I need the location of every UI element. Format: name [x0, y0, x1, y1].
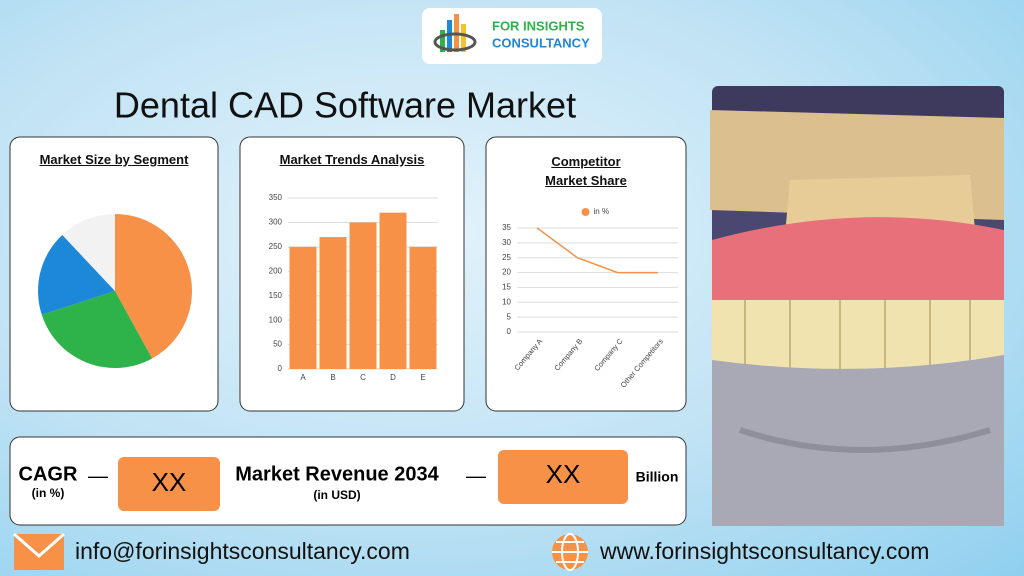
- y-tick-label: 25: [502, 253, 511, 262]
- legend-marker: [581, 208, 590, 216]
- cagr-value: XX: [152, 467, 187, 497]
- pie-slice: [38, 234, 115, 315]
- cagr-label: CAGR: [19, 463, 78, 485]
- y-tick-label: 5: [507, 312, 512, 321]
- y-tick-label: 350: [269, 193, 283, 202]
- x-tick-label: A: [300, 373, 306, 382]
- y-tick-label: 15: [502, 283, 511, 292]
- y-tick-label: 20: [502, 268, 511, 277]
- cagr-unit: (in %): [32, 486, 65, 500]
- y-tick-label: 35: [502, 223, 511, 232]
- y-tick-label: 0: [278, 364, 283, 373]
- y-tick-label: 250: [269, 242, 283, 251]
- panel: [485, 136, 687, 412]
- value-box: [498, 450, 628, 504]
- globe-icon: [552, 533, 588, 571]
- x-tick-label: E: [420, 373, 425, 382]
- revenue-label: Market Revenue 2034: [235, 463, 439, 485]
- dental-image: [710, 86, 1004, 526]
- revenue-suffix: Billion: [636, 469, 679, 485]
- chart-title: Market Trends Analysis: [279, 152, 425, 167]
- bar: [319, 237, 347, 369]
- bar: [349, 222, 377, 369]
- chart-title: Competitor Market Share: [545, 154, 627, 188]
- y-tick-label: 200: [269, 266, 283, 275]
- logo-text: FOR INSIGHTS: [492, 18, 585, 33]
- bar: [379, 212, 407, 369]
- y-tick-label: 50: [273, 340, 282, 349]
- bar: [409, 246, 437, 369]
- y-tick-label: 150: [269, 291, 283, 300]
- chart-title: Market Size by Segment: [39, 152, 189, 167]
- y-tick-label: 10: [502, 297, 511, 306]
- revenue-value: XX: [546, 459, 581, 489]
- legend-label: in %: [594, 207, 610, 216]
- logo-box: [422, 8, 602, 64]
- bar: [289, 246, 317, 369]
- y-tick-label: 100: [269, 315, 283, 324]
- pie-slice: [62, 214, 115, 291]
- email: info@forinsightsconsultancy.com: [75, 538, 410, 564]
- dash: —: [466, 465, 486, 487]
- y-tick-label: 30: [502, 238, 511, 247]
- line-series: [536, 227, 658, 274]
- x-tick-label: D: [390, 373, 396, 382]
- revenue-unit: (in USD): [313, 488, 360, 502]
- x-tick-label: C: [360, 373, 366, 382]
- logo-icon: [433, 14, 477, 52]
- y-tick-label: 300: [269, 218, 283, 227]
- x-tick-label: B: [330, 373, 335, 382]
- pie-slice: [115, 214, 192, 359]
- y-tick-label: 0: [507, 327, 512, 336]
- pie-slice: [41, 291, 153, 368]
- main-title: Dental CAD Software Market: [114, 85, 576, 126]
- dash: —: [88, 465, 108, 487]
- logo-text: CONSULTANCY: [492, 35, 590, 50]
- website: www.forinsightsconsultancy.com: [599, 538, 929, 564]
- value-box: [118, 457, 220, 511]
- email-icon: [13, 532, 65, 570]
